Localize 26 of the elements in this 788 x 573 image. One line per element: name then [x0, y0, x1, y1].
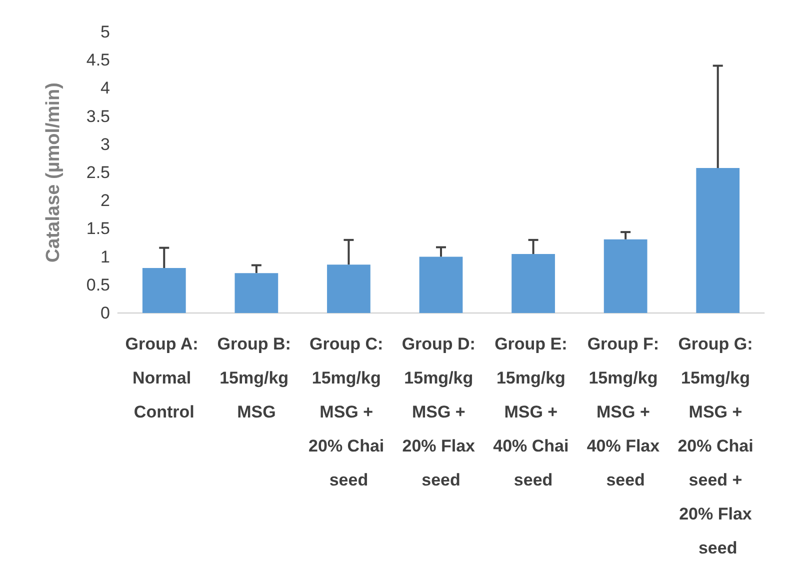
bar — [696, 168, 740, 313]
x-tick-label: Group D: 15mg/kg MSG + 20% Flax seed — [402, 334, 480, 490]
x-tick-label: Group A: Normal Control — [125, 334, 204, 422]
bar — [419, 256, 463, 313]
y-tick-label: 3 — [100, 134, 110, 154]
x-tick-label: Group F: 15mg/kg MSG + 40% Flax seed — [586, 334, 664, 490]
x-tick-label: Group G: 15mg/kg MSG + 20% Chai seed + 20% Flax seed — [678, 334, 758, 558]
y-tick-label: 0.5 — [86, 275, 110, 294]
bar — [142, 268, 186, 313]
y-tick-label: 5 — [100, 22, 110, 42]
x-tick-label: Group B: 15mg/kg MSG — [217, 334, 296, 422]
bar — [234, 273, 278, 313]
y-tick-label: 4 — [100, 78, 110, 98]
bar — [512, 254, 555, 313]
y-tick-label: 1.5 — [86, 219, 110, 238]
bar — [327, 264, 370, 313]
y-tick-label: 3.5 — [86, 106, 110, 126]
y-tick-label: 2 — [100, 191, 110, 210]
x-tick-label: Group E: 15mg/kg MSG + 40% Chai seed — [493, 334, 574, 490]
x-tick-label: Group C: 15mg/kg MSG + 20% Chai seed — [308, 334, 389, 490]
y-tick-label: 0 — [100, 304, 110, 322]
bar — [604, 239, 648, 313]
y-axis-title: Catalase (µmol/min) — [43, 82, 64, 262]
y-tick-label: 2.5 — [86, 163, 110, 182]
y-tick-label: 1 — [100, 247, 110, 266]
y-tick-label: 4.5 — [86, 50, 110, 70]
